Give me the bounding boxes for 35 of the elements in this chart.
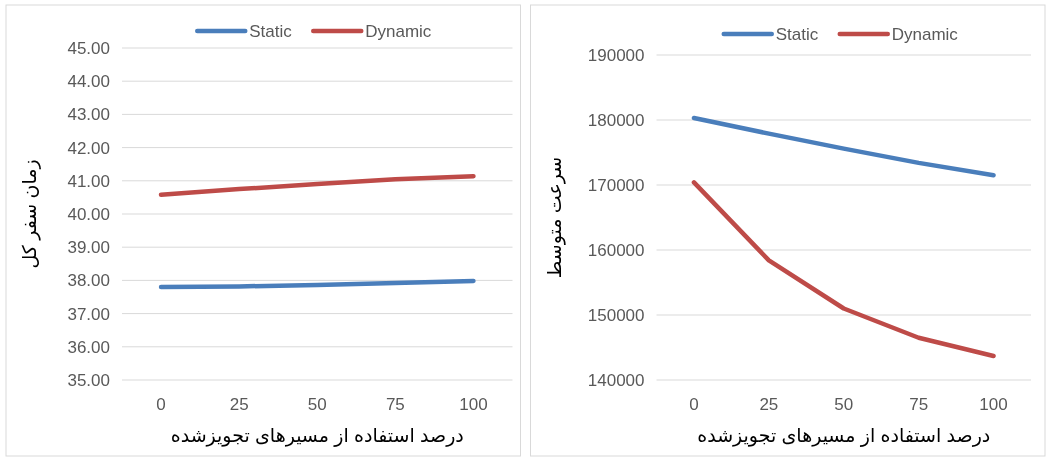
x-axis-title: درصد استفاده از مسیرهای تجویزشده	[170, 425, 464, 447]
legend-label: Static	[775, 25, 819, 44]
y-tick-label: 39.00	[67, 238, 110, 258]
y-tick-label: 38.00	[67, 271, 110, 291]
legend-label: Dynamic	[365, 22, 432, 41]
y-tick-label: 45.00	[67, 39, 110, 58]
x-tick-label: 0	[689, 395, 699, 414]
x-tick-label: 100	[459, 395, 488, 414]
x-tick-label: 25	[229, 395, 249, 414]
y-tick-label: 41.00	[67, 171, 110, 191]
x-axis-title: درصد استفاده از مسیرهای تجویزشده	[697, 425, 991, 447]
x-tick-label: 0	[156, 395, 166, 414]
legend-label: Dynamic	[891, 25, 959, 44]
y-tick-label: 44.00	[67, 72, 110, 92]
y-tick-label: 190000	[587, 46, 645, 65]
x-tick-label: 100	[979, 395, 1008, 414]
legend-label: Static	[249, 22, 293, 41]
y-tick-label: 140000	[587, 371, 645, 390]
y-axis-title: سرعت متوسط	[543, 156, 566, 279]
x-tick-label: 50	[834, 395, 854, 414]
y-tick-label: 150000	[587, 306, 645, 325]
y-tick-label: 180000	[587, 111, 645, 130]
y-tick-label: 170000	[587, 176, 645, 195]
x-tick-label: 75	[909, 395, 929, 414]
y-tick-label: 40.00	[67, 205, 110, 224]
x-tick-label: 25	[759, 395, 779, 414]
x-tick-label: 50	[307, 395, 327, 414]
y-axis-title: زمان سفر کل	[19, 159, 41, 269]
y-tick-label: 36.00	[67, 337, 110, 357]
y-tick-label: 35.00	[67, 371, 110, 390]
y-tick-label: 160000	[587, 241, 645, 260]
y-tick-label: 37.00	[67, 304, 110, 324]
y-tick-label: 43.00	[67, 105, 110, 125]
x-tick-label: 75	[385, 395, 405, 414]
y-tick-label: 42.00	[67, 138, 110, 158]
